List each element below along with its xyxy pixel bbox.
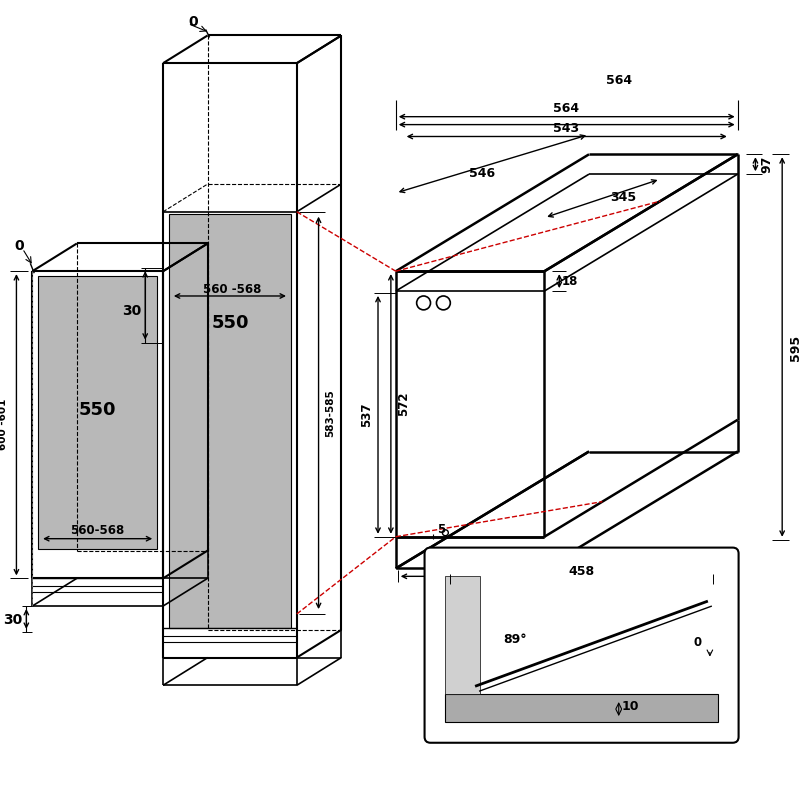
Text: 97: 97 bbox=[761, 155, 774, 173]
Text: 345: 345 bbox=[610, 191, 637, 205]
Text: 18: 18 bbox=[562, 274, 578, 288]
Text: 550: 550 bbox=[79, 401, 117, 419]
Text: 0: 0 bbox=[14, 239, 24, 254]
Circle shape bbox=[442, 530, 448, 536]
FancyBboxPatch shape bbox=[425, 548, 738, 742]
Text: 550: 550 bbox=[212, 314, 249, 332]
Text: 537: 537 bbox=[360, 402, 373, 427]
Text: 10: 10 bbox=[622, 700, 639, 713]
Polygon shape bbox=[38, 276, 157, 549]
Text: 30: 30 bbox=[122, 304, 141, 318]
Text: 546: 546 bbox=[469, 166, 495, 180]
Text: 600 -601: 600 -601 bbox=[0, 399, 7, 450]
Text: 458: 458 bbox=[568, 565, 594, 578]
Text: 572: 572 bbox=[398, 392, 410, 416]
Polygon shape bbox=[169, 214, 291, 628]
Text: 89°: 89° bbox=[503, 634, 526, 646]
Text: 564: 564 bbox=[606, 74, 632, 86]
Text: 0: 0 bbox=[188, 14, 198, 29]
Text: 5: 5 bbox=[438, 523, 446, 536]
Text: 0: 0 bbox=[694, 636, 702, 650]
Text: 560 -568: 560 -568 bbox=[203, 282, 262, 295]
Text: 595: 595 bbox=[457, 580, 483, 593]
Text: 564: 564 bbox=[553, 102, 579, 115]
Text: 20: 20 bbox=[442, 552, 458, 565]
Text: 30: 30 bbox=[3, 613, 22, 627]
Polygon shape bbox=[446, 694, 718, 722]
Text: 560-568: 560-568 bbox=[70, 524, 125, 538]
Text: 595: 595 bbox=[789, 334, 800, 361]
Text: 583-585: 583-585 bbox=[326, 389, 335, 437]
Text: 543: 543 bbox=[553, 122, 579, 135]
Polygon shape bbox=[446, 576, 480, 694]
